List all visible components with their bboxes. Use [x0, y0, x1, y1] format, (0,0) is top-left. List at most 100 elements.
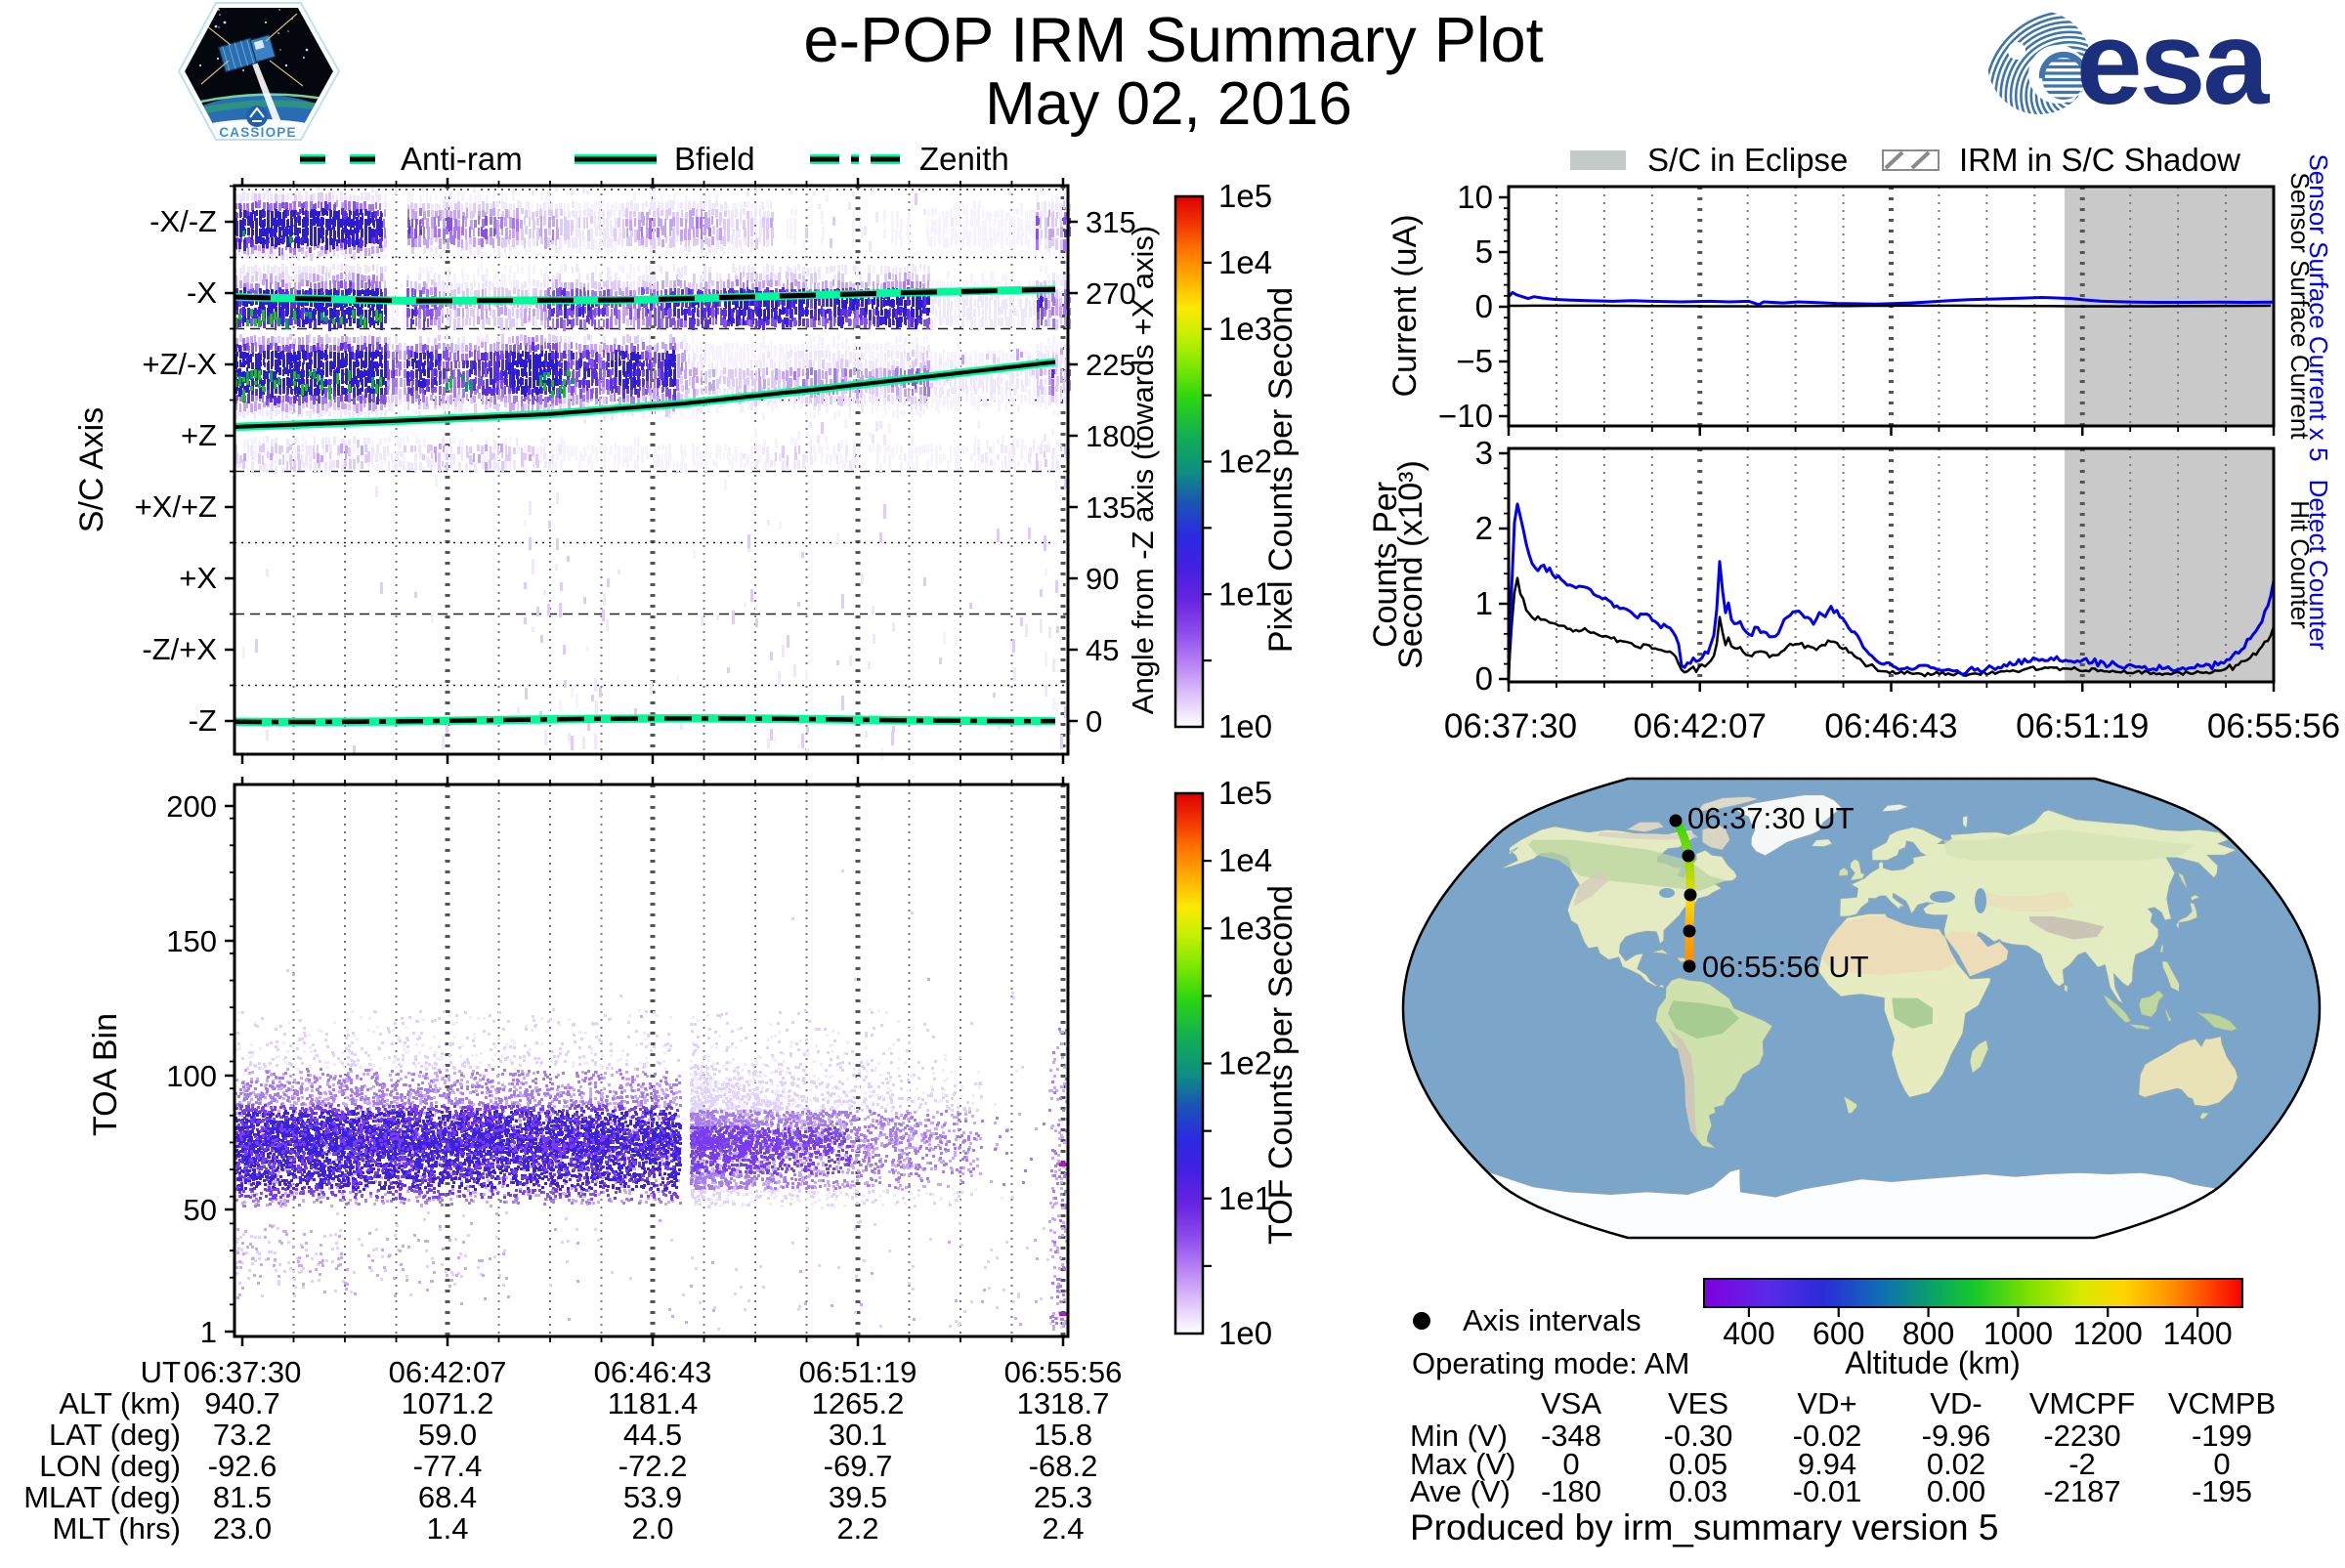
- svg-text:-92.6: -92.6: [208, 1449, 277, 1483]
- svg-text:IRM in S/C Shadow: IRM in S/C Shadow: [1959, 142, 2240, 178]
- svg-text:-0.01: -0.01: [1793, 1474, 1862, 1508]
- svg-text:Current (uA): Current (uA): [1386, 214, 1424, 397]
- svg-text:1e2: 1e2: [1218, 1045, 1272, 1081]
- svg-text:5: 5: [1475, 233, 1493, 270]
- svg-text:50: 50: [184, 1193, 217, 1227]
- svg-text:315: 315: [1086, 205, 1136, 239]
- svg-text:1e0: 1e0: [1218, 1315, 1272, 1351]
- svg-text:VES: VES: [1668, 1386, 1728, 1420]
- svg-text:1e5: 1e5: [1218, 775, 1272, 811]
- svg-text:UT: UT: [141, 1355, 181, 1389]
- svg-text:940.7: 940.7: [204, 1386, 280, 1420]
- svg-text:2.2: 2.2: [836, 1511, 878, 1546]
- svg-text:400: 400: [1723, 1316, 1774, 1351]
- svg-text:VCMPB: VCMPB: [2168, 1386, 2276, 1420]
- svg-text:1e1: 1e1: [1218, 1180, 1272, 1216]
- svg-text:06:42:07: 06:42:07: [1634, 707, 1767, 745]
- svg-text:1.4: 1.4: [426, 1511, 468, 1546]
- svg-text:1400: 1400: [2162, 1316, 2232, 1351]
- svg-text:9.94: 9.94: [1798, 1447, 1856, 1481]
- svg-text:S/C in Eclipse: S/C in Eclipse: [1647, 142, 1848, 178]
- svg-text:1181.4: 1181.4: [608, 1386, 699, 1420]
- svg-text:1e0: 1e0: [1218, 708, 1272, 744]
- svg-text:100: 100: [166, 1059, 217, 1093]
- svg-text:-199: -199: [2192, 1419, 2252, 1453]
- svg-text:Operating mode: AM: Operating mode: AM: [1412, 1346, 1689, 1380]
- svg-text:-72.2: -72.2: [618, 1449, 688, 1483]
- svg-text:Pixel Counts per Second: Pixel Counts per Second: [1262, 287, 1300, 653]
- svg-text:-9.96: -9.96: [1922, 1419, 1991, 1453]
- svg-text:15.8: 15.8: [1034, 1418, 1092, 1452]
- svg-text:Bfield: Bfield: [674, 141, 755, 177]
- svg-text:Axis intervals: Axis intervals: [1463, 1303, 1642, 1337]
- svg-text:1e4: 1e4: [1218, 842, 1272, 878]
- svg-text:Altitude (km): Altitude (km): [1845, 1345, 2021, 1380]
- svg-text:68.4: 68.4: [418, 1480, 477, 1514]
- svg-text:1071.2: 1071.2: [402, 1386, 494, 1420]
- svg-text:270: 270: [1086, 276, 1136, 311]
- svg-text:+X/+Z: +X/+Z: [135, 489, 217, 524]
- svg-text:Produced by irm_summary versio: Produced by irm_summary version 5: [1410, 1507, 1999, 1547]
- svg-text:1: 1: [200, 1315, 217, 1349]
- svg-text:06:51:19: 06:51:19: [799, 1355, 917, 1389]
- svg-text:1200: 1200: [2073, 1316, 2143, 1351]
- svg-text:-Z: -Z: [189, 703, 217, 738]
- svg-text:06:37:30 UT: 06:37:30 UT: [1687, 801, 1855, 835]
- svg-text:0.02: 0.02: [1927, 1447, 1985, 1481]
- svg-text:1e2: 1e2: [1218, 444, 1272, 480]
- svg-text:VSA: VSA: [1541, 1386, 1601, 1420]
- svg-text:06:37:30: 06:37:30: [184, 1355, 302, 1389]
- svg-text:44.5: 44.5: [623, 1418, 682, 1452]
- svg-text:Counts Per: Counts Per: [1367, 482, 1404, 648]
- svg-text:30.1: 30.1: [829, 1418, 887, 1452]
- svg-text:-2187: -2187: [2043, 1474, 2120, 1508]
- svg-text:+Z/-X: +Z/-X: [142, 347, 217, 381]
- svg-text:1: 1: [1475, 585, 1493, 621]
- svg-text:0.03: 0.03: [1669, 1474, 1727, 1508]
- svg-text:90: 90: [1086, 562, 1119, 596]
- svg-text:LON (deg): LON (deg): [39, 1449, 181, 1483]
- svg-text:Zenith: Zenith: [919, 141, 1009, 177]
- svg-text:200: 200: [166, 789, 217, 824]
- svg-text:+X: +X: [179, 561, 217, 595]
- svg-text:06:55:56: 06:55:56: [1004, 1355, 1123, 1389]
- svg-text:-348: -348: [1541, 1419, 1601, 1453]
- svg-text:53.9: 53.9: [623, 1480, 682, 1514]
- svg-text:800: 800: [1902, 1316, 1954, 1351]
- svg-text:-2: -2: [2068, 1447, 2096, 1481]
- svg-text:2.0: 2.0: [631, 1511, 673, 1546]
- svg-text:CASSIOPE: CASSIOPE: [219, 125, 296, 140]
- svg-text:−5: −5: [1456, 343, 1493, 379]
- svg-text:06:55:56 UT: 06:55:56 UT: [1702, 950, 1869, 984]
- svg-text:VD-: VD-: [1930, 1386, 1982, 1420]
- svg-text:06:55:56: 06:55:56: [2207, 707, 2340, 745]
- svg-text:Min (V): Min (V): [1410, 1419, 1508, 1453]
- svg-text:1265.2: 1265.2: [812, 1386, 905, 1420]
- svg-text:Detect Counter: Detect Counter: [2304, 480, 2333, 651]
- svg-text:-0.02: -0.02: [1793, 1419, 1862, 1453]
- svg-text:VD+: VD+: [1797, 1386, 1856, 1420]
- svg-text:10: 10: [1457, 179, 1493, 215]
- svg-text:1e1: 1e1: [1218, 575, 1272, 612]
- svg-text:73.2: 73.2: [213, 1418, 272, 1452]
- svg-text:Ave (V): Ave (V): [1410, 1474, 1511, 1508]
- svg-text:600: 600: [1812, 1316, 1864, 1351]
- svg-text:3: 3: [1475, 435, 1493, 471]
- svg-text:-180: -180: [1541, 1474, 1601, 1508]
- svg-text:06:37:30: 06:37:30: [1444, 707, 1577, 745]
- svg-text:0.00: 0.00: [1927, 1474, 1985, 1508]
- svg-text:1e4: 1e4: [1218, 244, 1272, 280]
- svg-text:Hit Counter: Hit Counter: [2285, 500, 2315, 629]
- svg-text:135: 135: [1086, 490, 1136, 525]
- svg-text:-77.4: -77.4: [413, 1449, 483, 1483]
- svg-text:VMCPF: VMCPF: [2029, 1386, 2136, 1420]
- svg-text:-69.7: -69.7: [824, 1449, 893, 1483]
- svg-text:81.5: 81.5: [213, 1480, 272, 1514]
- svg-text:1318.7: 1318.7: [1017, 1386, 1110, 1420]
- svg-text:MLT (hrs): MLT (hrs): [53, 1511, 181, 1546]
- svg-text:225: 225: [1086, 348, 1136, 382]
- svg-text:-68.2: -68.2: [1029, 1449, 1098, 1483]
- svg-text:0: 0: [1562, 1447, 1579, 1481]
- svg-text:May 02, 2016: May 02, 2016: [985, 70, 1352, 138]
- svg-text:-195: -195: [2192, 1474, 2252, 1508]
